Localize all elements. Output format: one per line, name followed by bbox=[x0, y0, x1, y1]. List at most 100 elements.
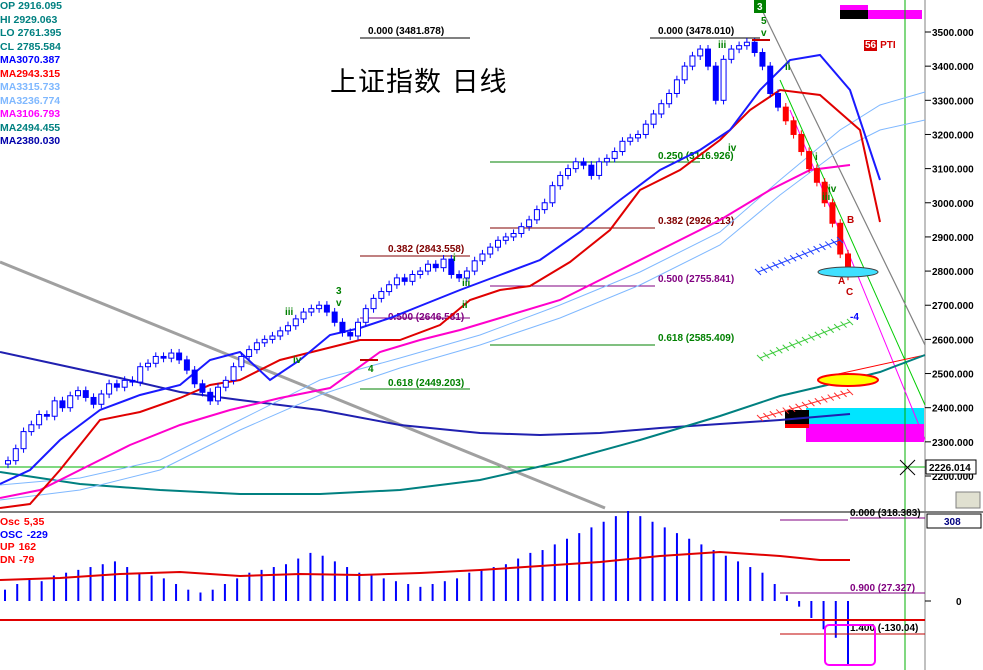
candle-body bbox=[362, 308, 369, 323]
hatch-red-tick bbox=[833, 392, 841, 400]
hatch-green-tick bbox=[814, 331, 822, 339]
readout-ma-4: MA3070.387 bbox=[0, 54, 62, 68]
readout-label: MA bbox=[0, 94, 17, 107]
candle-body bbox=[782, 106, 789, 122]
candle-body bbox=[681, 65, 688, 81]
axis-tick-label: 2200.000 bbox=[932, 472, 974, 483]
candle-body bbox=[12, 448, 19, 462]
candle-body bbox=[308, 308, 315, 313]
candle-body bbox=[642, 123, 649, 135]
hatch-red-tick bbox=[775, 409, 783, 416]
wave-label: v bbox=[336, 298, 342, 309]
candle-body bbox=[98, 393, 105, 405]
candle-body bbox=[121, 379, 128, 388]
osc-legend-3: DN -79 bbox=[0, 553, 48, 566]
wave-label: iv bbox=[728, 143, 737, 154]
hatch-red-tick bbox=[814, 397, 822, 405]
candle-body bbox=[355, 321, 361, 337]
ma-3236 bbox=[0, 119, 926, 501]
candle-body bbox=[59, 400, 66, 409]
candle-body bbox=[393, 277, 400, 286]
red-strip-low bbox=[785, 424, 809, 428]
readout-value: 3070.387 bbox=[16, 54, 61, 66]
candle-body bbox=[386, 284, 393, 293]
candle-body bbox=[775, 92, 781, 108]
candle-body bbox=[339, 321, 346, 334]
candle-body bbox=[502, 236, 509, 241]
candle-body bbox=[720, 58, 727, 101]
hatch-red-tick bbox=[801, 401, 809, 409]
candle-body bbox=[20, 431, 27, 450]
candle-body bbox=[463, 270, 470, 279]
readout-label: MA bbox=[0, 121, 17, 134]
readout-lo-2: LO 2761.395 bbox=[0, 27, 62, 41]
hatch-green-tick bbox=[846, 318, 854, 326]
candle-body bbox=[829, 202, 836, 224]
readout-ma-8: MA3106.793 bbox=[0, 108, 62, 122]
axis-tick-label: 2800.000 bbox=[932, 267, 974, 278]
hatch-blue-tick bbox=[819, 243, 826, 251]
readout-value: 2943.315 bbox=[16, 67, 61, 80]
candle-body bbox=[837, 222, 844, 255]
ma-3106 bbox=[0, 164, 851, 499]
readout-value: 2380.030 bbox=[16, 135, 61, 147]
wave-label: 3 bbox=[757, 2, 763, 13]
readout-op-0: OP 2916.095 bbox=[0, 0, 62, 14]
fib-label: 0.500 (2755.841) bbox=[658, 274, 734, 285]
readout-ma-7: MA3236.774 bbox=[0, 94, 62, 108]
candle-body bbox=[246, 349, 253, 357]
candle-body bbox=[36, 414, 43, 426]
candle-body bbox=[409, 273, 416, 282]
hatch-red-tick bbox=[788, 405, 796, 413]
hatch-red-tick bbox=[782, 407, 790, 414]
osc-zero-label: 0 bbox=[956, 597, 962, 608]
candle-body bbox=[129, 379, 136, 383]
wave-label: -4 bbox=[850, 312, 859, 323]
osc-legend-value: -229 bbox=[26, 528, 48, 541]
trendline-gray-2 bbox=[761, 9, 926, 346]
axis-tick-label: 3400.000 bbox=[932, 62, 974, 73]
candle-body bbox=[448, 258, 455, 275]
hatch-blue-tick bbox=[754, 268, 762, 276]
candle-body bbox=[806, 151, 813, 170]
candles bbox=[5, 38, 851, 469]
hatch-red-tick bbox=[763, 412, 770, 420]
candle-body bbox=[90, 396, 97, 405]
hatch-red-tick bbox=[795, 403, 802, 411]
axis-tick-label: 2300.000 bbox=[932, 438, 974, 449]
candle-body bbox=[627, 137, 634, 142]
hatch-red-tick bbox=[840, 390, 847, 398]
wave-label: iii bbox=[822, 192, 831, 203]
readout-value: 2785.584 bbox=[17, 40, 61, 53]
hatch-blue-tick bbox=[760, 266, 768, 274]
hatch-red-tick bbox=[808, 399, 815, 407]
readout-ma-9: MA2494.455 bbox=[0, 121, 62, 135]
osc-legend-value: 5,35 bbox=[23, 516, 45, 528]
osc-legend-label: DN bbox=[0, 553, 16, 566]
axis-tick-label: 2500.000 bbox=[932, 370, 974, 381]
wave-label: iv bbox=[293, 355, 302, 366]
candle-body bbox=[292, 318, 299, 327]
candle-body bbox=[28, 424, 35, 433]
price-axis-panel bbox=[925, 0, 983, 510]
hatch-green-tick bbox=[833, 323, 841, 331]
candle-body bbox=[611, 151, 618, 159]
white-strip-top bbox=[868, 5, 922, 10]
candle-body bbox=[471, 260, 478, 272]
wave-label: B bbox=[847, 215, 854, 226]
candle-body bbox=[222, 379, 229, 388]
candle-body bbox=[191, 369, 198, 385]
candle-body bbox=[798, 133, 805, 153]
candle-body bbox=[145, 362, 151, 368]
hatch-blue-tick bbox=[813, 245, 820, 253]
price-readout: OP 2916.095 HI 2929.063 LO 2761.395 CL 2785.584… bbox=[0, 0, 62, 149]
candle-body bbox=[277, 330, 284, 337]
target-ellipse bbox=[817, 373, 879, 387]
osc-legend-1: OSC -229 bbox=[0, 528, 48, 541]
candle-body bbox=[432, 263, 439, 269]
hatch-red-tick bbox=[820, 396, 828, 403]
candle-body bbox=[510, 233, 517, 238]
candle-body bbox=[176, 352, 183, 361]
